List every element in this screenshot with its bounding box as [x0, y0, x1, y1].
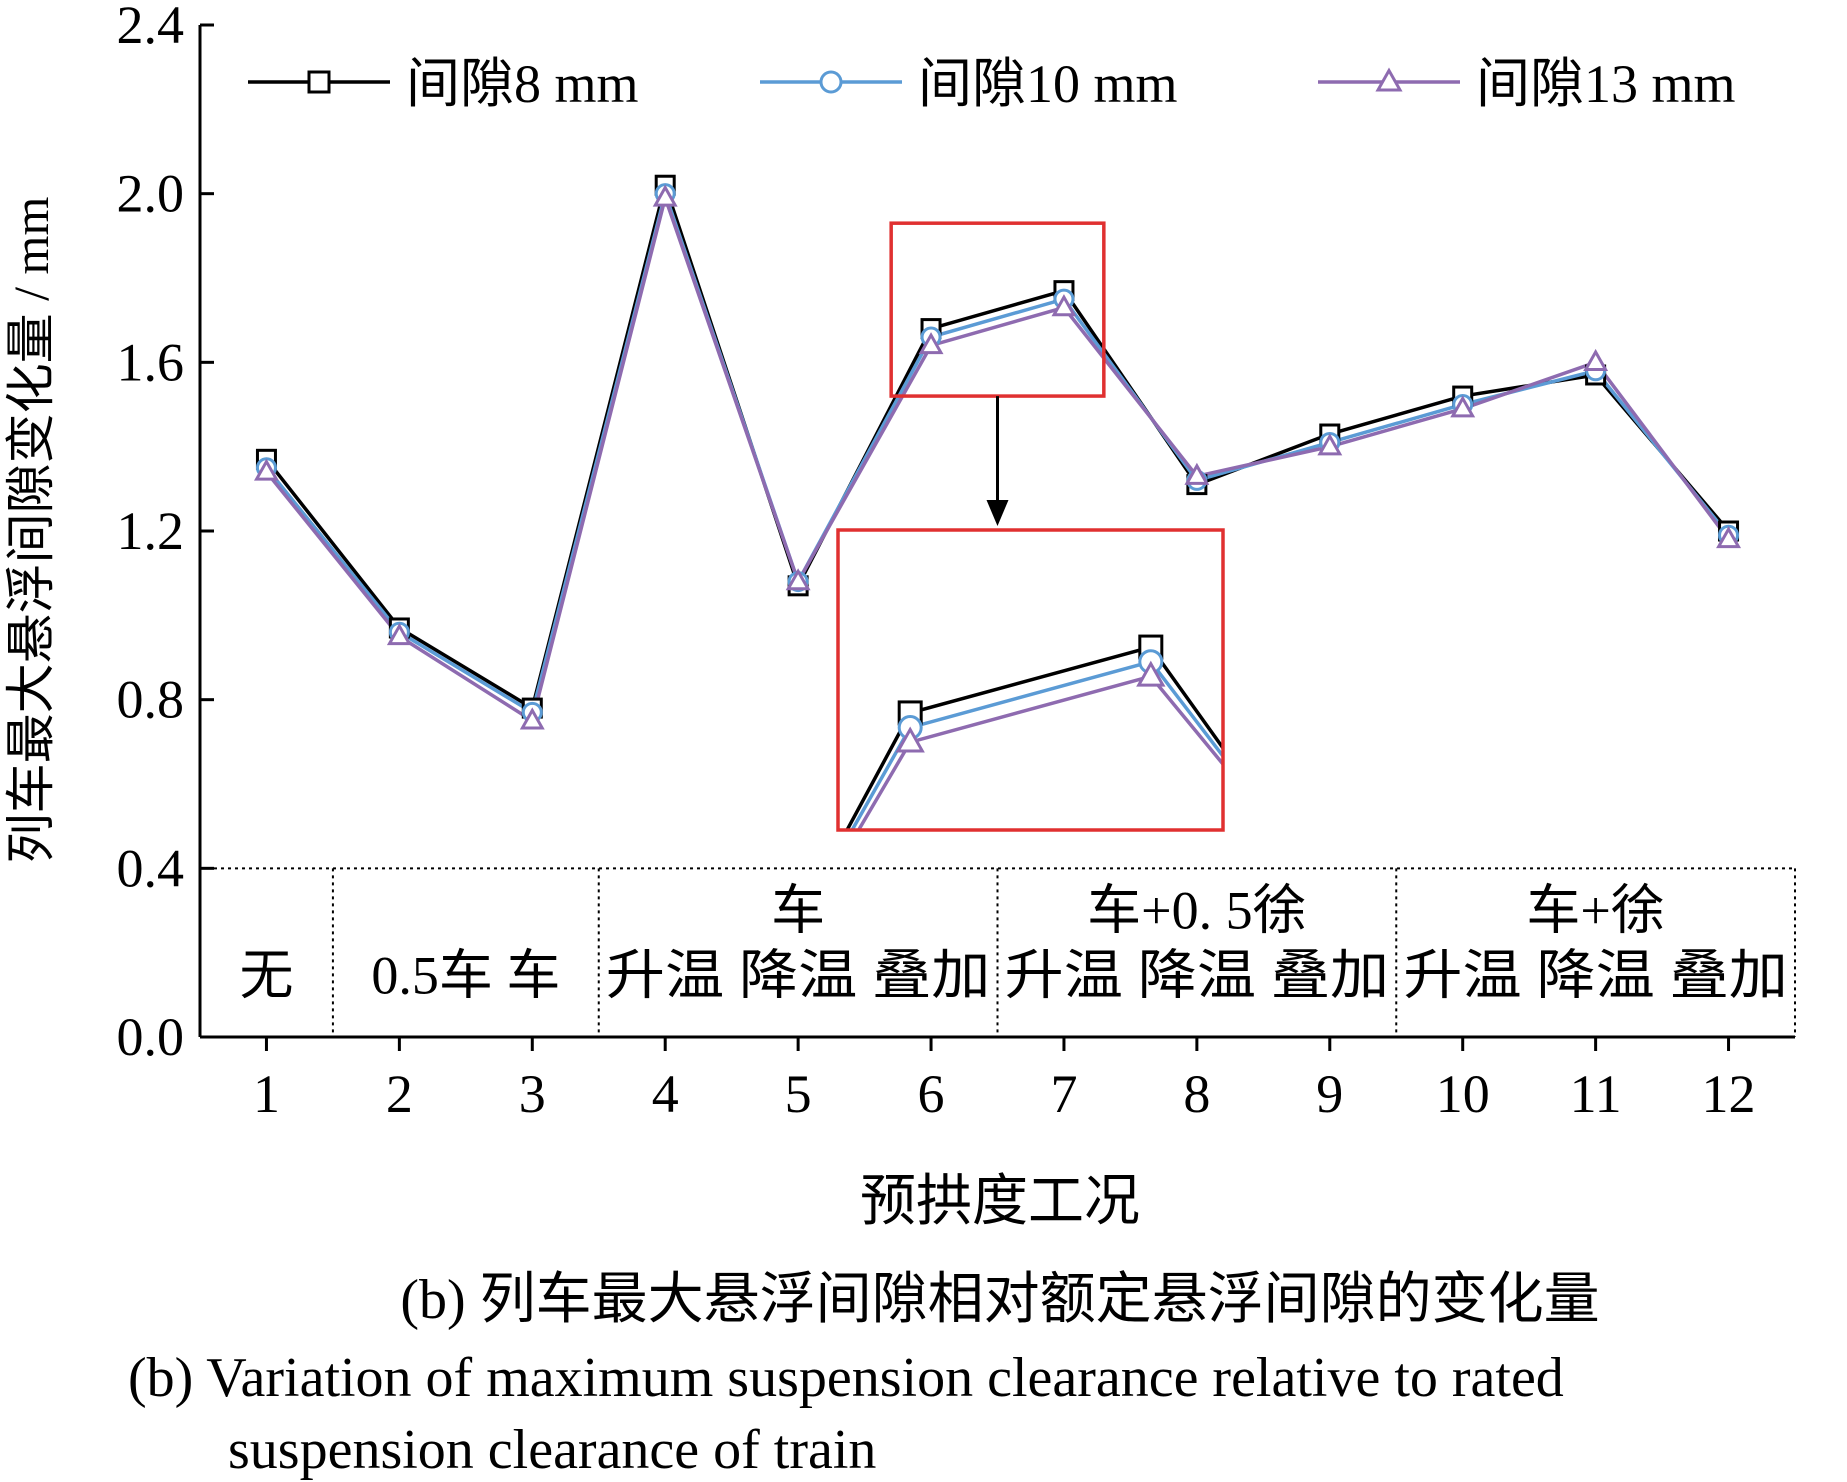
caption-en-line2: suspension clearance of train — [228, 1419, 876, 1481]
legend-marker-2 — [819, 70, 843, 94]
group-label: 无 — [239, 945, 293, 1005]
zoom-series-3-point — [1136, 660, 1166, 687]
series-3-point — [1051, 294, 1077, 317]
group-label-sub: 升温 降温 叠加 — [1403, 945, 1788, 1005]
y-tick-label: 1.2 — [117, 501, 185, 561]
group-label-title: 车 — [771, 880, 825, 940]
series-line-2 — [265, 187, 1730, 716]
zoom-inset-plot — [845, 634, 1223, 830]
legend-label-1: 间隙8 mm — [406, 54, 639, 114]
series-3-point — [652, 184, 678, 207]
zoom-inset-frame — [836, 528, 1225, 832]
series-3-point — [253, 458, 279, 481]
series-3-point — [1716, 526, 1742, 549]
series-line-3 — [265, 191, 1730, 724]
group-label: 0.5车 车 — [371, 945, 560, 1005]
group-label-title: 车+徐 — [1526, 880, 1664, 940]
group-label-sub: 升温 降温 叠加 — [606, 945, 991, 1005]
x-tick-label: 12 — [1702, 1064, 1756, 1124]
series-3-point — [386, 623, 412, 646]
y-tick-label: 0.0 — [117, 1007, 185, 1067]
y-tick-label: 0.4 — [117, 838, 185, 898]
y-tick-label: 2.0 — [117, 164, 185, 224]
series-layer — [253, 174, 1742, 730]
x-axis-title: 预拱度工况 — [860, 1171, 1140, 1233]
x-tick-label: 7 — [1050, 1064, 1077, 1124]
x-tick-label: 3 — [519, 1064, 546, 1124]
legend: 间隙8 mm 间隙10 mm 间隙13 mm — [248, 54, 1736, 114]
series-3-point — [918, 332, 944, 355]
group-label-title: 车+0. 5徐 — [1087, 880, 1306, 940]
series-3-point — [1583, 348, 1609, 372]
y-tick-label: 2.4 — [117, 0, 185, 55]
zoom-inset — [836, 221, 1225, 832]
legend-label-2: 间隙10 mm — [918, 54, 1178, 114]
zoom-source-box — [889, 221, 1106, 398]
x-tick-label: 4 — [652, 1064, 679, 1124]
series-3-point — [1317, 433, 1343, 456]
x-tick-label: 11 — [1570, 1064, 1622, 1124]
legend-marker-3 — [1375, 67, 1403, 92]
x-tick-label: 5 — [785, 1064, 812, 1124]
x-tick-label: 9 — [1316, 1064, 1343, 1124]
x-tick-label: 2 — [386, 1064, 413, 1124]
legend-label-3: 间隙13 mm — [1476, 54, 1736, 114]
caption-cn: (b) 列车最大悬浮间隙相对额定悬浮间隙的变化量 — [400, 1269, 1599, 1331]
series-3-point — [1450, 395, 1476, 418]
group-label-sub: 升温 降温 叠加 — [1005, 945, 1390, 1005]
zoom-series-line-1 — [845, 645, 1223, 830]
caption-en-line1: (b) Variation of maximum suspension clea… — [128, 1347, 1564, 1409]
zoom-series-line-3 — [856, 674, 1223, 830]
series-3-point — [1184, 462, 1210, 485]
y-tick-label: 1.6 — [117, 332, 185, 392]
x-tick-label: 1 — [253, 1064, 280, 1124]
series-3-point — [519, 707, 545, 730]
x-tick-label: 6 — [918, 1064, 945, 1124]
series-line-1 — [265, 179, 1730, 711]
zoom-series-line-2 — [850, 659, 1223, 830]
legend-marker-1 — [307, 70, 331, 94]
axes: 0.00.40.81.21.62.02.41 2 3 4 5 6 7 8 9 10 11 12 — [117, 0, 1795, 1124]
series-3-point — [785, 568, 811, 591]
zoom-series-3-point — [895, 726, 925, 753]
x-tick-label: 8 — [1183, 1064, 1210, 1124]
x-tick-label: 10 — [1436, 1064, 1490, 1124]
zoom-arrow-head — [986, 500, 1009, 526]
y-tick-label: 0.8 — [117, 670, 185, 730]
y-axis-title: 列车最大悬浮间隙变化量 / mm — [3, 197, 59, 864]
